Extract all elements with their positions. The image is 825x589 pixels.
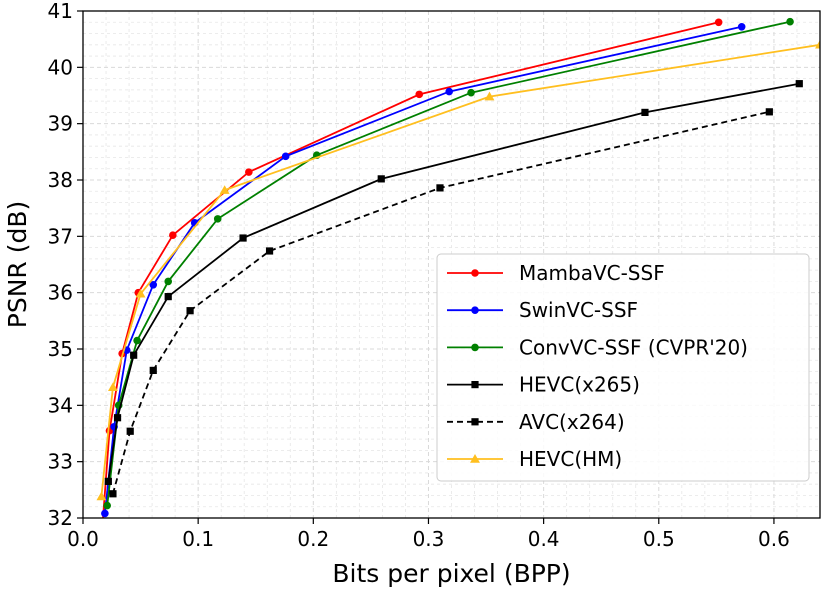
series-point <box>795 80 803 88</box>
series-point <box>484 91 495 101</box>
series-point <box>245 168 253 176</box>
series-line <box>106 20 791 506</box>
series-point <box>104 477 112 485</box>
legend-marker <box>471 381 479 389</box>
y-axis-ticks: 32 33 34 35 36 37 38 39 40 41 <box>48 0 83 530</box>
series-point <box>109 490 117 498</box>
x-tick-label: 0.3 <box>413 527 445 551</box>
legend-label: HEVC(x265) <box>519 373 640 397</box>
legend-item: ConvVC-SSF (CVPR'20) <box>447 335 748 359</box>
y-tick-label: 34 <box>48 393 73 417</box>
series-point <box>219 185 230 194</box>
legend-item: SwinVC-SSF <box>447 298 638 322</box>
x-tick-label: 0.6 <box>758 527 790 551</box>
series-point <box>281 152 290 161</box>
legend-item: AVC(x264) <box>447 410 625 434</box>
series-line <box>100 43 820 497</box>
series-point <box>737 22 746 31</box>
series-point <box>164 277 173 286</box>
series-point <box>135 288 146 298</box>
series-point <box>101 509 109 518</box>
legend-label: HEVC(HM) <box>519 447 622 471</box>
x-axis-ticks: 0.0 0.1 0.2 0.3 0.4 0.5 0.6 <box>67 518 790 551</box>
series-4 <box>109 108 773 498</box>
x-tick-label: 0.0 <box>67 527 99 551</box>
series-point <box>377 175 385 183</box>
legend-marker <box>471 269 479 277</box>
x-tick-label: 0.5 <box>643 527 675 551</box>
series-point <box>239 234 247 242</box>
series-5 <box>96 39 820 501</box>
x-tick-label: 0.2 <box>297 527 329 551</box>
legend-box <box>436 253 810 482</box>
series-point <box>130 351 138 359</box>
series-line <box>102 21 719 518</box>
y-tick-label: 37 <box>48 224 73 248</box>
legend-item: HEVC(HM) <box>447 447 622 471</box>
series-point <box>149 366 157 375</box>
y-tick-label: 32 <box>48 506 73 530</box>
series-point <box>436 184 444 192</box>
series-point <box>641 108 649 116</box>
series-point <box>467 88 475 97</box>
y-tick-label: 33 <box>48 450 73 474</box>
y-tick-label: 41 <box>48 0 73 23</box>
series-point <box>213 215 222 223</box>
series-layer <box>96 17 820 528</box>
series-line <box>107 82 800 482</box>
y-tick-label: 39 <box>48 112 73 136</box>
series-point <box>108 382 118 392</box>
legend-label: AVC(x264) <box>519 410 625 434</box>
plot-frame <box>82 10 821 519</box>
y-tick-label: 40 <box>48 55 73 79</box>
series-point <box>815 39 820 49</box>
series-point <box>164 293 172 301</box>
legend-marker <box>471 418 479 426</box>
legend-label: SwinVC-SSF <box>519 298 638 322</box>
series-point <box>149 280 158 289</box>
y-tick-label: 35 <box>48 337 73 361</box>
y-tick-label: 38 <box>48 168 73 192</box>
legend-label: MambaVC-SSF <box>519 261 665 285</box>
series-point <box>786 17 794 26</box>
x-axis-title: Bits per pixel (BPP) <box>332 559 570 588</box>
series-point <box>133 336 141 345</box>
legend-marker <box>471 343 479 352</box>
x-tick-label: 0.1 <box>182 527 214 551</box>
legend-marker <box>471 306 479 315</box>
legend-item: HEVC(x265) <box>447 373 640 397</box>
series-point <box>765 108 773 116</box>
series-point <box>113 414 122 422</box>
series-point <box>415 90 424 99</box>
series-point <box>169 231 177 240</box>
x-tick-label: 0.4 <box>528 527 560 551</box>
y-tick-label: 36 <box>48 281 73 305</box>
series-point <box>126 427 134 435</box>
series-3 <box>104 80 803 485</box>
series-point <box>265 247 274 255</box>
series-point <box>714 18 723 27</box>
series-point <box>99 520 107 528</box>
legend: MambaVC-SSF SwinVC-SSF ConvVC-SSF (CVPR'20… <box>436 253 810 482</box>
series-point <box>186 307 194 315</box>
y-axis-title: PSNR (dB) <box>3 201 32 329</box>
legend-marker <box>470 454 480 463</box>
series-point <box>96 491 107 501</box>
series-point <box>103 501 111 510</box>
series-point <box>445 87 453 96</box>
legend-item: MambaVC-SSF <box>447 261 665 285</box>
legend-label: ConvVC-SSF (CVPR'20) <box>519 335 748 359</box>
